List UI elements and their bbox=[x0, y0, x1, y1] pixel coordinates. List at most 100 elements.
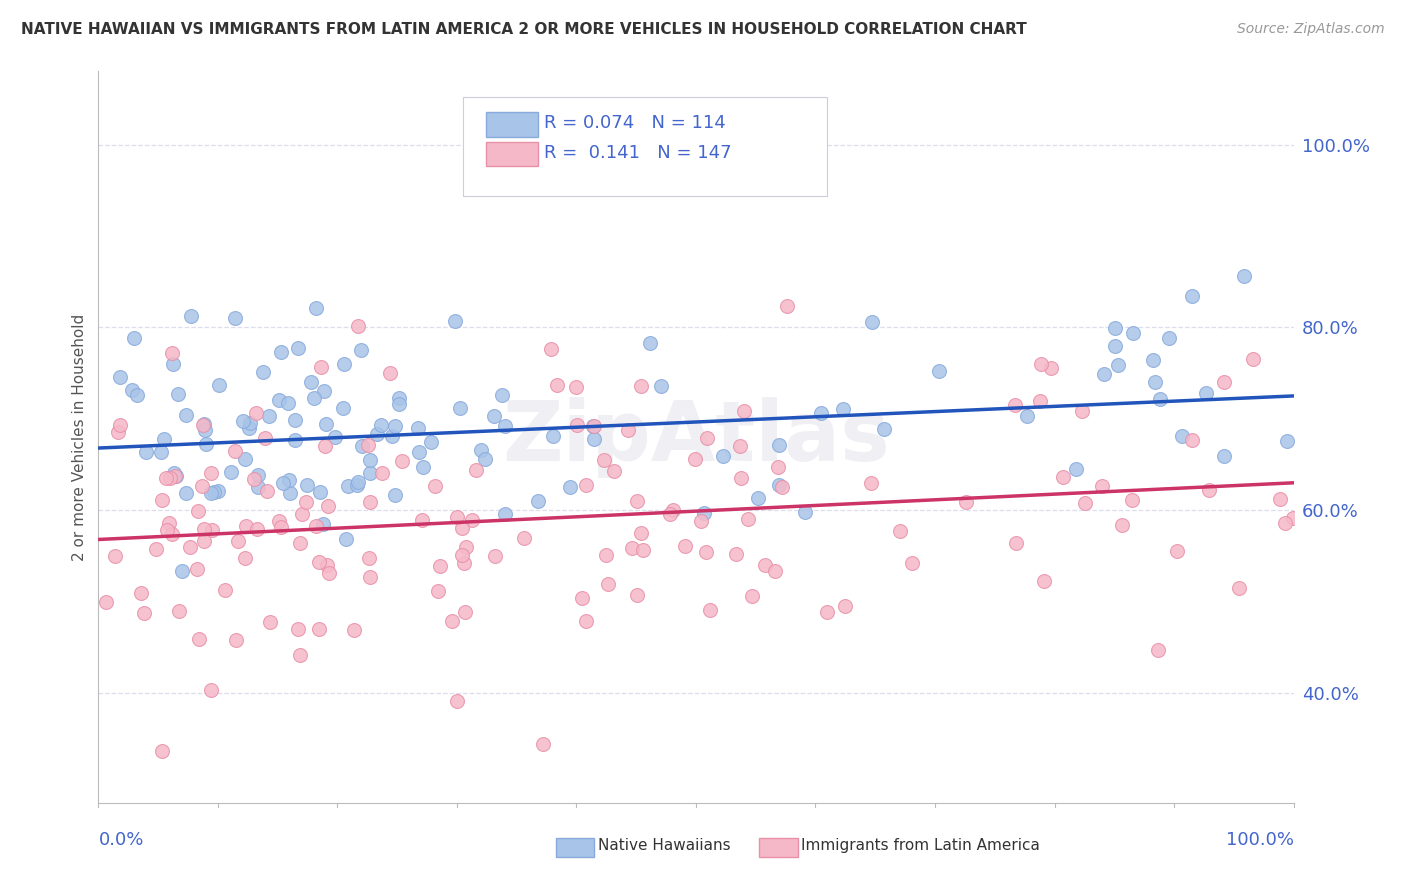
Point bbox=[233, 550, 256, 565]
Point bbox=[1064, 462, 1087, 476]
Point bbox=[444, 314, 467, 328]
Point bbox=[174, 408, 197, 422]
Point bbox=[583, 432, 606, 446]
Point bbox=[650, 379, 672, 393]
Point bbox=[446, 510, 468, 524]
Point bbox=[359, 453, 381, 467]
Point bbox=[695, 545, 717, 559]
Point bbox=[208, 377, 231, 392]
Point bbox=[290, 648, 312, 662]
Point bbox=[350, 439, 373, 453]
Point bbox=[626, 493, 648, 508]
Text: Immigrants from Latin America: Immigrants from Latin America bbox=[801, 838, 1040, 854]
Point bbox=[834, 599, 856, 613]
Point bbox=[257, 409, 280, 423]
Point bbox=[640, 335, 662, 350]
Point bbox=[256, 484, 278, 499]
Point bbox=[531, 737, 554, 751]
Point bbox=[194, 423, 217, 437]
Point bbox=[156, 523, 179, 537]
Point bbox=[1052, 469, 1074, 483]
Point bbox=[277, 395, 299, 409]
Point bbox=[602, 464, 624, 478]
Point bbox=[270, 345, 292, 359]
Point bbox=[595, 549, 617, 563]
Point bbox=[859, 475, 882, 490]
Point bbox=[149, 445, 172, 459]
Point bbox=[150, 493, 173, 508]
Point bbox=[360, 466, 382, 480]
Text: Source: ZipAtlas.com: Source: ZipAtlas.com bbox=[1237, 22, 1385, 37]
Point bbox=[253, 431, 276, 445]
Point bbox=[270, 520, 292, 534]
Point bbox=[768, 438, 790, 452]
Point bbox=[1198, 483, 1220, 497]
Point bbox=[325, 430, 347, 444]
Point bbox=[711, 450, 734, 464]
Point bbox=[287, 341, 309, 355]
Point bbox=[617, 423, 640, 437]
Point bbox=[318, 566, 340, 581]
Point bbox=[288, 536, 311, 550]
Point bbox=[359, 570, 381, 584]
Point bbox=[284, 433, 307, 447]
Point bbox=[179, 541, 201, 555]
Point bbox=[763, 564, 786, 578]
Point bbox=[733, 404, 755, 418]
Point bbox=[366, 427, 388, 442]
Point bbox=[673, 539, 696, 553]
FancyBboxPatch shape bbox=[557, 838, 595, 857]
Point bbox=[207, 484, 229, 499]
Point bbox=[246, 468, 269, 483]
Point bbox=[269, 514, 291, 528]
Point bbox=[312, 384, 335, 399]
Point bbox=[546, 378, 568, 392]
Point bbox=[464, 463, 486, 477]
Point bbox=[794, 505, 817, 519]
Point bbox=[162, 346, 184, 360]
Point bbox=[204, 485, 226, 500]
Text: 100.0%: 100.0% bbox=[1226, 830, 1294, 848]
Point bbox=[1039, 361, 1062, 376]
Point bbox=[1004, 536, 1026, 550]
Point bbox=[299, 376, 322, 390]
Point bbox=[378, 366, 401, 380]
Point bbox=[308, 555, 330, 569]
Point bbox=[889, 524, 911, 538]
Point bbox=[699, 603, 721, 617]
Point bbox=[454, 541, 477, 555]
Point bbox=[165, 469, 187, 483]
Point bbox=[630, 378, 652, 392]
Point bbox=[347, 475, 370, 489]
Point bbox=[1122, 326, 1144, 340]
Point bbox=[494, 507, 516, 521]
Point bbox=[724, 547, 747, 561]
Point bbox=[309, 359, 332, 374]
Point bbox=[565, 418, 588, 433]
Point bbox=[754, 558, 776, 573]
Point bbox=[1070, 404, 1092, 418]
Point bbox=[124, 331, 146, 345]
Point bbox=[302, 391, 325, 405]
Point bbox=[359, 495, 381, 509]
Point bbox=[305, 519, 328, 533]
Point bbox=[425, 478, 447, 492]
Point bbox=[278, 486, 301, 500]
Point bbox=[238, 420, 260, 434]
Point bbox=[810, 405, 832, 419]
Point bbox=[174, 486, 197, 500]
Text: ZipAtlas: ZipAtlas bbox=[502, 397, 890, 477]
Point bbox=[593, 453, 616, 467]
Point bbox=[371, 466, 394, 480]
Text: NATIVE HAWAIIAN VS IMMIGRANTS FROM LATIN AMERICA 2 OR MORE VEHICLES IN HOUSEHOLD: NATIVE HAWAIIAN VS IMMIGRANTS FROM LATIN… bbox=[21, 22, 1026, 37]
Point bbox=[1004, 397, 1026, 411]
Point bbox=[381, 429, 404, 443]
Point bbox=[633, 542, 655, 557]
Point bbox=[1143, 376, 1166, 390]
Point bbox=[243, 472, 266, 486]
Point bbox=[1281, 510, 1303, 524]
Point bbox=[491, 388, 513, 402]
Point bbox=[1181, 289, 1204, 303]
Point bbox=[336, 479, 359, 493]
Point bbox=[446, 694, 468, 708]
